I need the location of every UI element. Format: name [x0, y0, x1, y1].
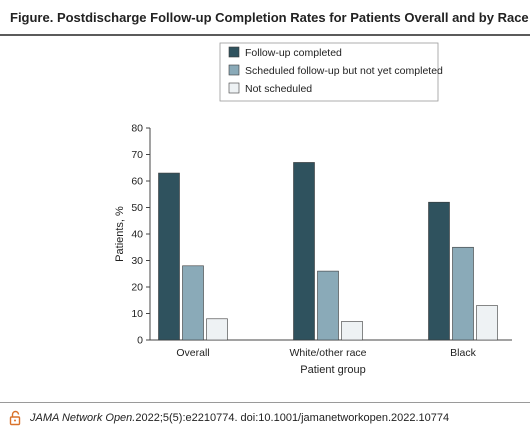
y-tick-label: 0: [137, 335, 143, 347]
x-axis-label: Patient group: [300, 364, 365, 376]
legend-swatch: [228, 82, 240, 94]
y-tick-label: 80: [131, 123, 143, 135]
footer-divider: [0, 402, 530, 403]
legend-swatch: [228, 64, 240, 76]
bar: [341, 321, 363, 341]
bar: [293, 162, 315, 341]
y-tick-label: 70: [131, 149, 143, 161]
bar: [206, 318, 228, 341]
y-tick-label: 10: [131, 308, 143, 320]
x-tick-label: Black: [450, 347, 476, 359]
open-access-lock-icon: [9, 410, 21, 426]
legend-label: Not scheduled: [245, 83, 312, 95]
bar: [428, 201, 450, 341]
legend-label: Follow-up completed: [245, 47, 342, 59]
bar: [182, 265, 204, 341]
y-tick-label: 50: [131, 202, 143, 214]
y-tick-label: 20: [131, 282, 143, 294]
legend-label: Scheduled follow-up but not yet complete…: [245, 65, 443, 77]
citation-details: 2022;5(5):e2210774. doi:10.1001/jamanetw…: [135, 412, 450, 424]
bar: [317, 270, 339, 341]
y-tick-label: 60: [131, 176, 143, 188]
y-tick-label: 40: [131, 229, 143, 241]
bar-chart: Follow-up completed Scheduled follow-up b…: [114, 42, 512, 376]
bar: [452, 246, 474, 341]
y-tick-label: 30: [131, 255, 143, 267]
citation: JAMA Network Open. 2022;5(5):e2210774. d…: [8, 410, 449, 426]
chart-legend: Follow-up completed Scheduled follow-up b…: [219, 42, 443, 102]
x-tick-label: Overall: [176, 347, 209, 359]
figure-title: Figure. Postdischarge Follow-up Completi…: [10, 10, 529, 25]
title-divider: [0, 34, 530, 36]
citation-journal: JAMA Network Open.: [30, 412, 136, 424]
x-tick-label: White/other race: [289, 347, 366, 359]
y-axis: 0 10 20 30 40 50 60 70 80 Patients, %: [114, 123, 151, 347]
legend-box: [219, 42, 439, 102]
bar: [158, 172, 180, 341]
x-axis: Overall White/other race Black Patient grou…: [150, 339, 512, 376]
y-axis-label: Patients, %: [114, 206, 126, 262]
bar: [476, 305, 498, 341]
legend-swatch: [228, 46, 240, 58]
bars: [158, 162, 498, 341]
